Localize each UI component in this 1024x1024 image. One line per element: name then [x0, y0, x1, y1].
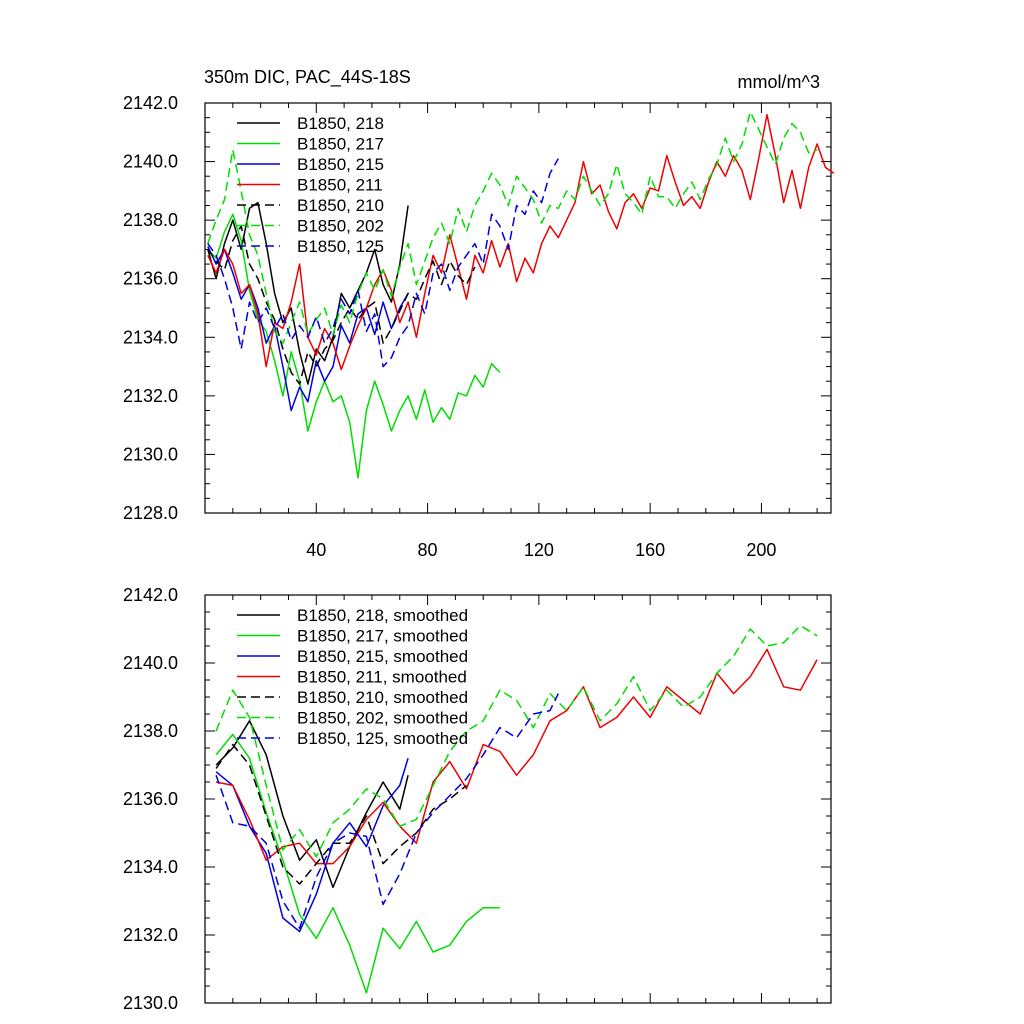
legend-label: B1850, 217 — [297, 135, 384, 154]
legend-label: B1850, 202 — [297, 217, 384, 236]
legend-label: B1850, 210, smoothed — [297, 688, 468, 707]
legend-label: B1850, 125, smoothed — [297, 729, 468, 748]
y-tick-label: 2138.0 — [123, 210, 178, 230]
series-line-2 — [207, 246, 409, 412]
axes-frame-bottom: 2130.0 2132.0 2134.0 2136.0 2138.0 2140.0 2142… — [123, 585, 832, 1013]
axes-frame-top: 2128.0 2130.0 2132.0 2134.0 2136.0 2138.0 2140… — [123, 93, 832, 560]
series-line-6 — [207, 158, 559, 368]
legend-label: B1850, 202, smoothed — [297, 709, 468, 728]
series-line-1 — [207, 213, 501, 479]
series-line-5 — [215, 624, 818, 858]
y-tick-label: 2134.0 — [123, 857, 178, 877]
y-tick-label: 2128.0 — [123, 503, 178, 523]
y-tick-label: 2132.0 — [123, 386, 178, 406]
series-line-2 — [215, 757, 409, 933]
x-tick-label: 80 — [418, 540, 438, 560]
legend-label: B1850, 211, smoothed — [297, 668, 467, 687]
legend-label: B1850, 217, smoothed — [297, 627, 468, 646]
series-line-0 — [215, 720, 409, 889]
y-tick-label: 2136.0 — [123, 789, 178, 809]
chart-panel-top: 350m DIC, PAC_44S-18S mmol/m^3 2128.0 213… — [123, 67, 835, 560]
legend-label: B1850, 210 — [297, 196, 384, 215]
series-line-4 — [215, 743, 467, 885]
y-tick-label: 2130.0 — [123, 444, 178, 464]
series-group-bottom — [215, 624, 818, 994]
legend-label: B1850, 211 — [297, 176, 383, 195]
legend-label: B1850, 125 — [297, 237, 384, 256]
y-tick-label: 2138.0 — [123, 721, 178, 741]
series-line-3 — [207, 113, 835, 371]
y-tick-label: 2140.0 — [123, 152, 178, 172]
y-tick-label: 2134.0 — [123, 327, 178, 347]
units-label: mmol/m^3 — [738, 72, 820, 92]
y-tick-label: 2142.0 — [123, 585, 178, 605]
legend-label: B1850, 218 — [297, 114, 384, 133]
x-tick-label: 160 — [635, 540, 665, 560]
series-line-0 — [207, 201, 409, 385]
series-group-top — [207, 111, 835, 479]
y-tick-label: 2132.0 — [123, 925, 178, 945]
series-line-6 — [215, 693, 559, 929]
x-tick-label: 40 — [306, 540, 326, 560]
legend-label: B1850, 215, smoothed — [297, 647, 468, 666]
y-tick-label: 2130.0 — [123, 993, 178, 1013]
legend-label: B1850, 218, smoothed — [297, 606, 468, 625]
chart-panel-bottom: 2130.0 2132.0 2134.0 2136.0 2138.0 2140.0 2142… — [123, 585, 832, 1013]
y-tick-label: 2142.0 — [123, 93, 178, 113]
x-tick-label: 200 — [746, 540, 776, 560]
chart-title: 350m DIC, PAC_44S-18S — [204, 67, 411, 88]
x-tick-label: 120 — [524, 540, 554, 560]
legend-label: B1850, 215 — [297, 155, 384, 174]
series-line-4 — [207, 225, 476, 385]
y-tick-label: 2136.0 — [123, 269, 178, 289]
series-line-1 — [215, 733, 500, 994]
legend-bottom: B1850, 218, smoothed B1850, 217, smoothed… — [237, 606, 468, 748]
y-tick-label: 2140.0 — [123, 653, 178, 673]
